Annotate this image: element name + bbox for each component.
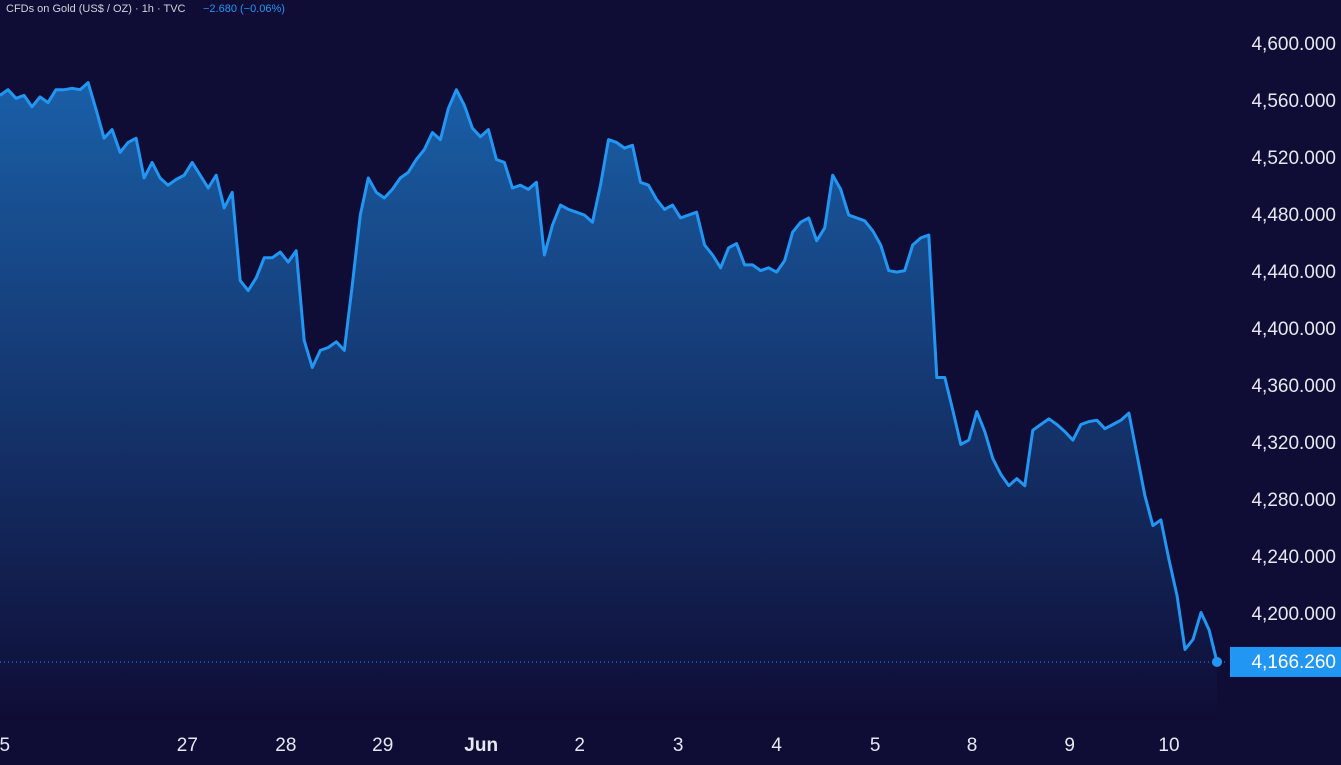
x-tick-label: 4 bbox=[771, 735, 782, 756]
y-tick-label: 4,240.000 bbox=[1251, 547, 1336, 568]
price-change: −2.680 (−0.06%) bbox=[203, 3, 285, 15]
x-tick-label: 8 bbox=[967, 735, 978, 756]
x-tick-label: 29 bbox=[372, 735, 393, 756]
area-fill bbox=[0, 82, 1217, 726]
x-tick-label: 5 bbox=[870, 735, 881, 756]
y-tick-label: 4,280.000 bbox=[1251, 490, 1336, 511]
chart-title: CFDs on Gold (US$ / OZ) · 1h · TVC bbox=[6, 3, 186, 15]
y-tick-label: 4,360.000 bbox=[1251, 376, 1336, 397]
y-tick-label: 4,480.000 bbox=[1251, 205, 1336, 226]
y-tick-label: 4,440.000 bbox=[1251, 262, 1336, 283]
x-tick-label: 2 bbox=[574, 735, 585, 756]
y-tick-label: 4,320.000 bbox=[1251, 433, 1336, 454]
y-tick-label: 4,520.000 bbox=[1251, 148, 1336, 169]
x-tick-label: 28 bbox=[275, 735, 296, 756]
x-tick-label: 10 bbox=[1158, 735, 1179, 756]
x-tick-label: 5 bbox=[0, 735, 10, 756]
x-tick-label: 9 bbox=[1064, 735, 1075, 756]
y-tick-label: 4,600.000 bbox=[1251, 34, 1336, 55]
last-price-label: 4,166.260 bbox=[1251, 652, 1336, 673]
y-tick-label: 4,560.000 bbox=[1251, 91, 1336, 112]
last-point bbox=[1211, 656, 1222, 667]
x-tick-label: Jun bbox=[464, 735, 498, 756]
y-tick-label: 4,400.000 bbox=[1251, 319, 1336, 340]
price-line bbox=[0, 81, 1219, 663]
last-price-box bbox=[1230, 646, 1341, 677]
x-tick-label: 3 bbox=[673, 735, 684, 756]
x-tick-label: 27 bbox=[177, 735, 198, 756]
y-tick-label: 4,200.000 bbox=[1251, 604, 1336, 625]
